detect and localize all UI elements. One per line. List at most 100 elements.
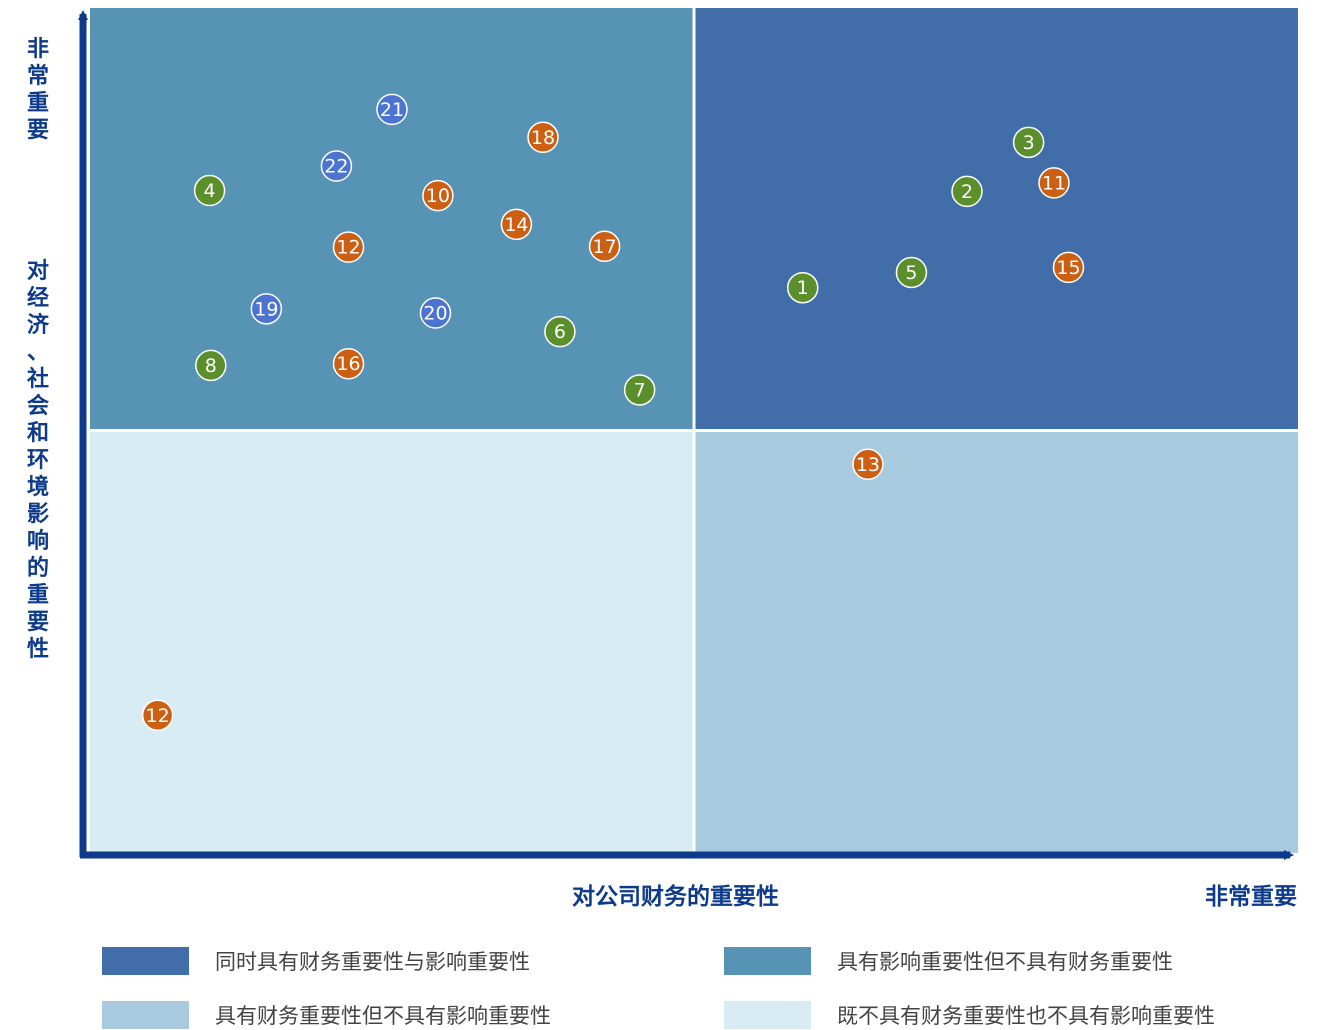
y-axis-label-char: 环 [26,448,49,473]
point-label: 15 [1056,257,1080,279]
data-point-2: 2 [951,175,983,208]
point-label: 6 [554,321,566,343]
quadrant-impact-only [90,8,694,431]
data-point-19: 19 [250,293,283,325]
point-label: 12 [146,705,170,727]
point-marker [332,231,365,263]
data-point-21: 21 [376,93,408,126]
point-marker [786,271,819,304]
point-marker [623,374,656,406]
y-axis-label-char: 的 [26,556,49,581]
point-marker [195,349,227,382]
point-label: 12 [336,237,360,259]
y-axis-label-char: 境 [26,475,49,500]
quadrant-layer [90,8,1298,853]
y-axis-label-char: 经 [26,286,49,311]
x-axis-end-label: 非常重要 [1205,884,1297,910]
y-axis-label-char: 对 [26,259,49,284]
data-point-1: 1 [786,271,819,304]
data-point-8: 8 [195,349,227,382]
data-point-10: 10 [422,179,454,212]
quadrant-both [694,8,1298,431]
y-axis-label-char: 重 [26,583,49,608]
y-axis-label-char: 响 [26,529,49,554]
data-point-3: 3 [1012,126,1045,159]
point-label: 7 [634,379,646,401]
legend-label-both: 同时具有财务重要性与影响重要性 [215,950,530,974]
point-marker [951,175,983,208]
y-axis-label-char: 济 [26,313,49,338]
data-point-13: 13 [852,448,884,481]
data-point-4: 4 [193,174,226,207]
point-label: 19 [254,298,278,320]
data-point-12: 12 [141,699,174,732]
legend-item-neither: 既不具有财务重要性也不具有影响重要性 [724,1000,1215,1030]
legend-label-impact-only: 具有影响重要性但不具有财务重要性 [837,950,1173,974]
y-axis-label-char: 社 [26,367,49,392]
point-label: 16 [336,353,360,375]
point-marker [1052,251,1085,284]
data-point-14: 14 [500,208,533,241]
x-axis-label: 对公司财务的重要性 [572,884,779,910]
y-axis-label-char: 要 [26,610,49,635]
point-marker [141,699,174,732]
point-marker [422,179,454,212]
data-point-16: 16 [332,347,365,380]
quadrant-financial-only [694,430,1298,853]
point-label: 21 [380,99,404,121]
point-label: 2 [961,181,973,203]
y-axis-label-char: 要 [26,118,49,143]
data-point-11: 11 [1038,167,1070,199]
point-marker [852,448,884,481]
point-marker [1038,167,1070,199]
point-label: 5 [905,262,917,284]
point-marker [332,347,365,380]
y-axis-top-label: 非常重要 [22,36,54,144]
legend-swatch-neither [724,1001,811,1029]
y-axis-label-char: 性 [26,637,49,662]
y-axis-label-char: 和 [26,421,49,446]
y-axis-label-char: 非 [26,37,49,62]
y-axis-label-char: 、 [26,340,49,365]
legend-swatch-impact-only [724,947,811,975]
y-axis-label-char: 影 [26,502,49,527]
data-point-17: 17 [588,230,621,263]
legend-item-impact-only: 具有影响重要性但不具有财务重要性 [724,946,1173,976]
data-point-6: 6 [544,315,576,348]
legend-label-neither: 既不具有财务重要性也不具有影响重要性 [837,1004,1215,1028]
point-label: 1 [797,277,809,299]
point-marker [527,121,559,154]
point-label: 22 [324,156,348,178]
point-marker [1012,126,1045,159]
point-label: 18 [531,127,555,149]
data-point-22: 22 [320,150,353,182]
legend-swatch-both [102,947,189,975]
y-axis-label: 对经济、社会和环境影响的重要性 [22,258,54,663]
point-label: 10 [426,185,450,207]
point-label: 14 [504,214,528,236]
legend-item-both: 同时具有财务重要性与影响重要性 [102,946,530,976]
data-point-5: 5 [895,256,928,289]
point-label: 13 [856,454,880,476]
data-point-20: 20 [419,297,452,329]
y-axis-label-char: 会 [26,394,49,419]
point-label: 3 [1023,132,1035,154]
point-label: 4 [204,180,216,202]
point-label: 8 [205,355,217,377]
axis-layer [78,10,1294,860]
point-label: 20 [423,303,447,325]
point-marker [895,256,928,289]
data-point-7: 7 [623,374,656,406]
point-label: 17 [593,236,617,258]
point-marker [419,297,452,329]
quadrant-neither [90,430,694,853]
data-point-12: 12 [332,231,365,263]
point-marker [588,230,621,263]
point-marker [320,150,353,182]
data-point-15: 15 [1052,251,1085,284]
y-axis-label-char: 重 [26,91,49,116]
point-marker [193,174,226,207]
point-marker [500,208,533,241]
